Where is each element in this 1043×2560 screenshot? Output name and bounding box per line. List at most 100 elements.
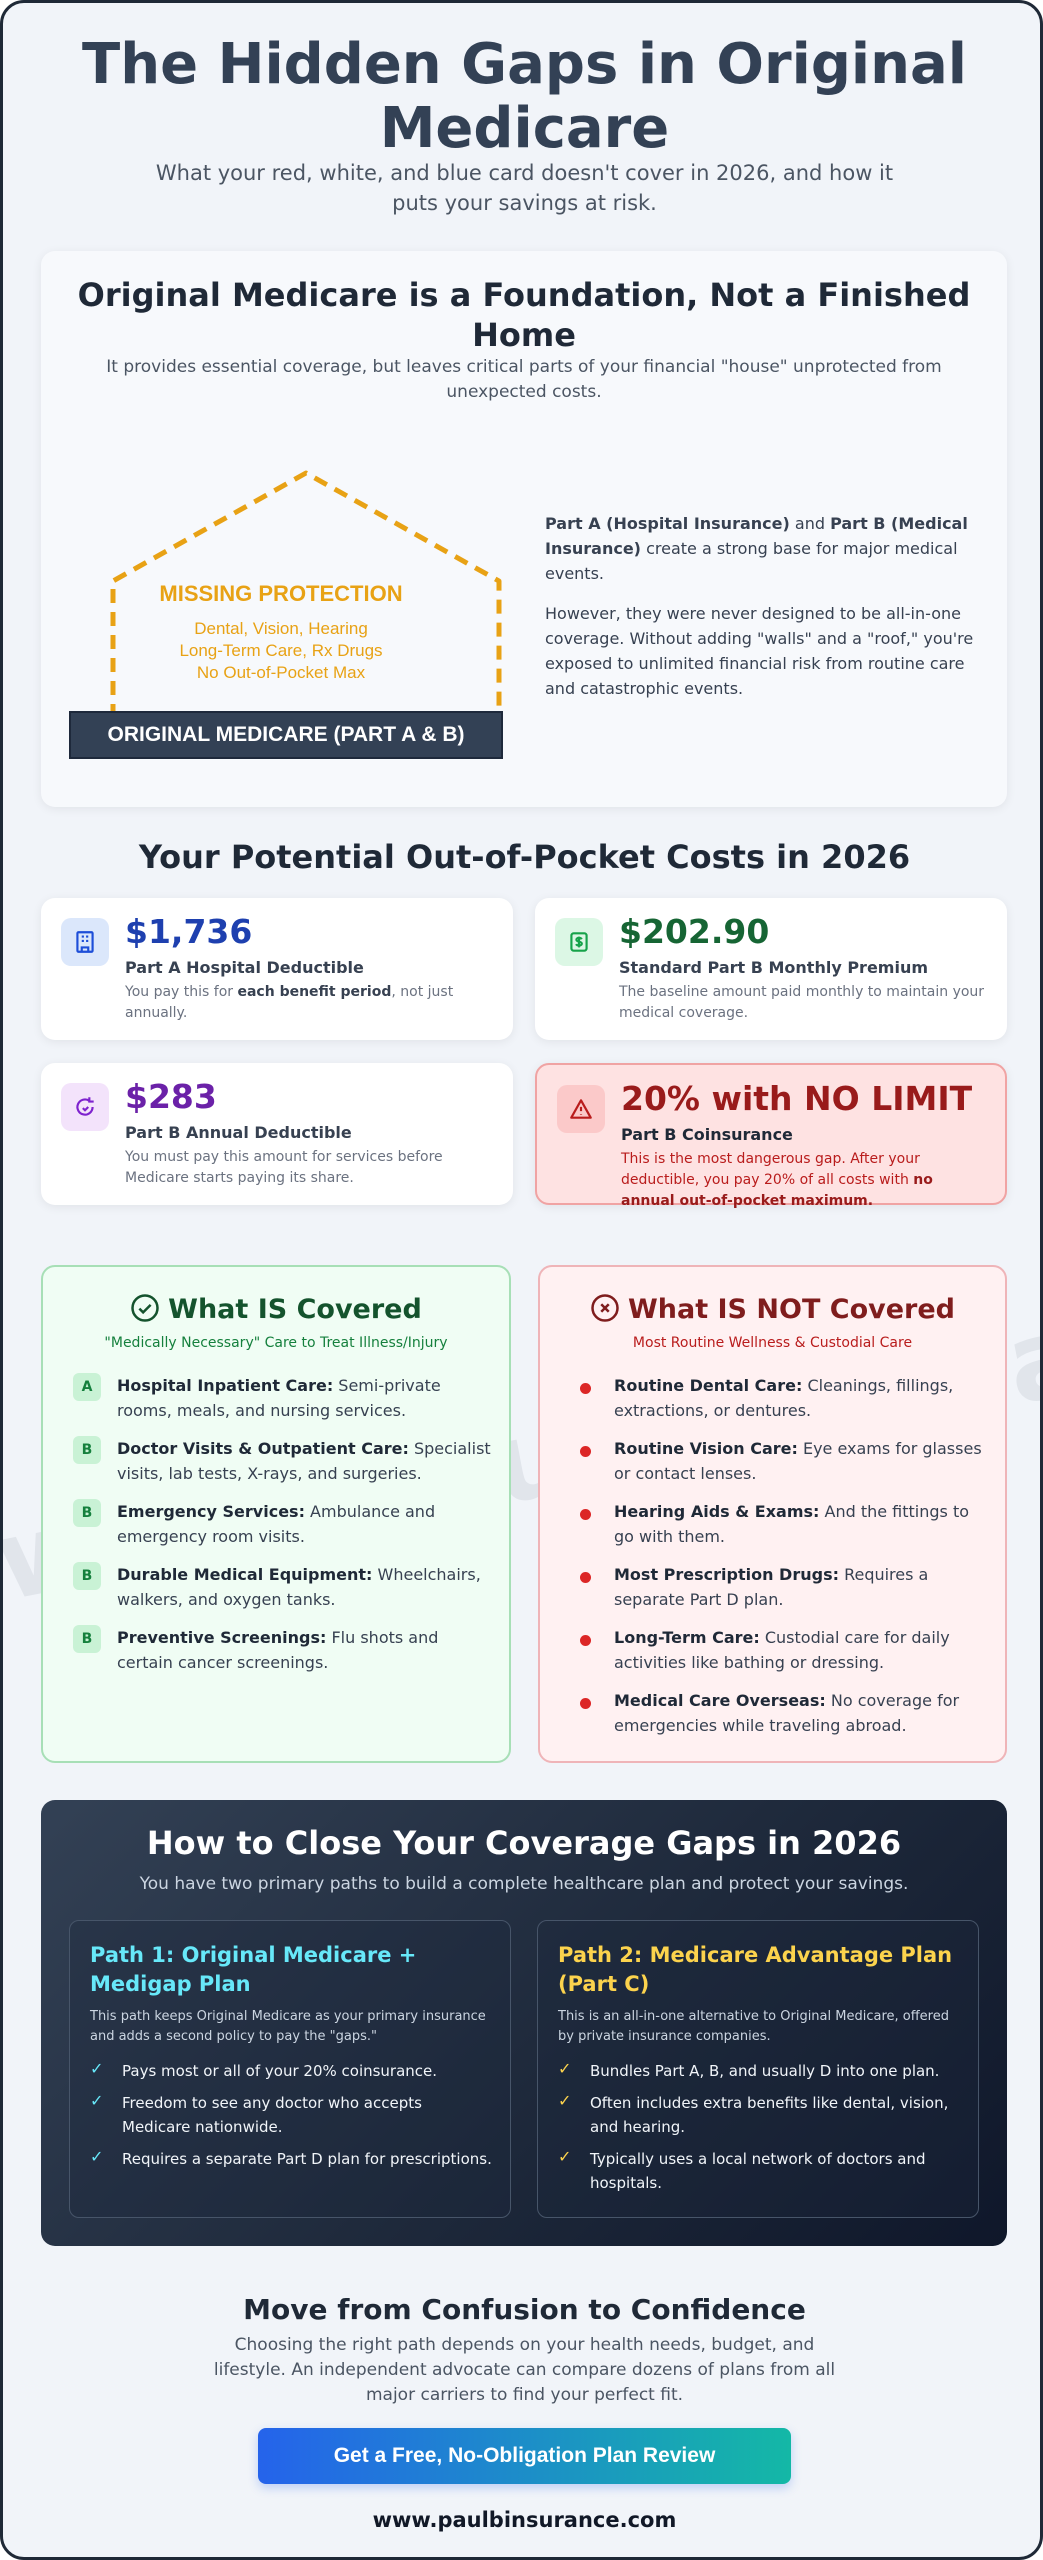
page-subtitle: What your red, white, and blue card does…: [155, 161, 894, 215]
close-gaps-panel: How to Close Your Coverage Gaps in 2026 …: [41, 1800, 1007, 2246]
cost-card-part-a-deductible: $1,736 Part A Hospital Deductible You pa…: [41, 898, 513, 1040]
item-bold: Emergency Services:: [117, 1502, 305, 1521]
not-covered-subtitle: Most Routine Wellness & Custodial Care: [632, 1335, 913, 1351]
cost-desc-bold: no annual out-of-pocket maximum.: [621, 1172, 933, 1209]
missing-protection-line: Dental, Vision, Hearing: [194, 619, 368, 638]
item-text: Ambulance and emergency room visits.: [117, 1502, 436, 1546]
cost-card-part-b-deductible: $283 Part B Annual Deductible You must p…: [41, 1063, 513, 1205]
rotate-icon: [61, 1083, 109, 1131]
foundation-paragraph-1-rest: create a strong base for major medical e…: [545, 539, 958, 583]
cost-description: You pay this for each benefit period, no…: [125, 982, 495, 1024]
item-bold: Hearing Aids & Exams:: [614, 1502, 820, 1521]
missing-protection-line: No Out-of-Pocket Max: [196, 663, 366, 682]
foundation-card: Original Medicare is a Foundation, Not a…: [41, 251, 1007, 807]
page-title: The Hidden Gaps in Original Medicare: [82, 32, 967, 161]
item-text: Eye exams for glasses or contact lenses.: [614, 1439, 982, 1483]
item-text: Flu shots and certain cancer screenings.: [117, 1628, 439, 1672]
cost-card-part-b-coinsurance: 20% with NO LIMIT Part B Coinsurance Thi…: [535, 1063, 1007, 1209]
path-item-text: Requires a separate Part D plan for pres…: [122, 2150, 492, 2168]
covered-item-text: Doctor Visits & Outpatient Care: Special…: [117, 1436, 492, 1486]
cost-desc-pre: This is the most dangerous gap. After yo…: [621, 1151, 920, 1188]
part-b-label: Part B (Medical Insurance): [545, 514, 968, 558]
part-badge: B: [73, 1499, 101, 1527]
money-icon: [555, 918, 603, 966]
covered-item-text: Preventive Screenings: Flu shots and cer…: [117, 1625, 492, 1675]
cost-desc-pre: You pay this for: [125, 984, 238, 1000]
not-covered-item-text: Medical Care Overseas: No coverage for e…: [614, 1688, 989, 1738]
bullet-dot: [580, 1698, 591, 1709]
part-badge: B: [73, 1436, 101, 1464]
not-covered-item-text: Hearing Aids & Exams: And the fittings t…: [614, 1499, 989, 1549]
check-icon: ✓: [558, 2091, 572, 2110]
bullet-dot: [580, 1509, 591, 1520]
cost-label: Part B Coinsurance: [621, 1125, 793, 1144]
path-item-text: Typically uses a local network of doctor…: [590, 2150, 926, 2192]
path-item-text: Pays most or all of your 20% coinsurance…: [122, 2062, 438, 2080]
covered-card: What IS Covered "Medically Necessary" Ca…: [41, 1265, 511, 1763]
covered-subtitle: "Medically Necessary" Care to Treat Illn…: [104, 1335, 448, 1351]
item-bold: Durable Medical Equipment:: [117, 1565, 373, 1584]
check-icon: ✓: [90, 2091, 104, 2110]
cost-desc-bold: each benefit period: [237, 984, 392, 1000]
foundation-title: Original Medicare is a Foundation, Not a…: [77, 276, 971, 354]
bullet-dot: [580, 1446, 591, 1457]
cost-value: $283: [125, 1077, 217, 1116]
not-covered-item-text: Routine Dental Care: Cleanings, fillings…: [614, 1373, 989, 1423]
house-outline-icon: [110, 470, 502, 741]
cost-description: The baseline amount paid monthly to main…: [619, 984, 985, 1021]
item-text: Wheelchairs, walkers, and oxygen tanks.: [117, 1565, 481, 1609]
cost-label: Part A Hospital Deductible: [125, 958, 364, 977]
path-description: This path keeps Original Medicare as you…: [90, 2009, 486, 2044]
item-bold: Preventive Screenings:: [117, 1628, 327, 1647]
check-icon: ✓: [90, 2059, 104, 2078]
bullet-dot: [580, 1572, 591, 1583]
costs-heading: Your Potential Out-of-Pocket Costs in 20…: [138, 838, 911, 876]
path-item-text: Often includes extra benefits like denta…: [590, 2094, 949, 2136]
cta-description: Choosing the right path depends on your …: [213, 2335, 836, 2405]
website-link[interactable]: www.paulbinsurance.com: [372, 2508, 677, 2532]
cost-card-part-b-premium: $202.90 Standard Part B Monthly Premium …: [535, 898, 1007, 1040]
path-title: Path 2: Medicare Advantage Plan (Part C): [558, 1943, 953, 1996]
cost-description: This is the most dangerous gap. After yo…: [621, 1149, 991, 1212]
cost-label: Part B Annual Deductible: [125, 1123, 352, 1142]
item-text: Semi-private rooms, meals, and nursing s…: [117, 1376, 441, 1420]
missing-protection-title: MISSING PROTECTION: [159, 581, 403, 606]
check-icon: ✓: [90, 2147, 104, 2166]
path-item-text: Freedom to see any doctor who accepts Me…: [122, 2094, 422, 2136]
item-text: No coverage for emergencies while travel…: [614, 1691, 960, 1735]
original-medicare-base: ORIGINAL MEDICARE (PART A & B): [69, 711, 503, 759]
part-and: and: [789, 514, 831, 533]
cost-description: You must pay this amount for services be…: [125, 1149, 443, 1186]
not-covered-card: What IS NOT Covered Most Routine Wellnes…: [538, 1265, 1007, 1763]
item-bold: Routine Dental Care:: [614, 1376, 803, 1395]
item-bold: Doctor Visits & Outpatient Care:: [117, 1439, 409, 1458]
close-gaps-title: How to Close Your Coverage Gaps in 2026: [146, 1824, 902, 1862]
cta-title: Move from Confusion to Confidence: [243, 2293, 806, 2326]
covered-item-text: Hospital Inpatient Care: Semi-private ro…: [117, 1373, 492, 1423]
covered-title-text: What IS Covered: [168, 1294, 422, 1325]
cost-value: 20% with NO LIMIT: [621, 1079, 973, 1118]
foundation-paragraph-1: Part A (Hospital Insurance) and Part B (…: [545, 511, 975, 586]
cost-value: $1,736: [125, 912, 253, 951]
item-bold: Long-Term Care:: [614, 1628, 760, 1647]
hospital-icon: [61, 918, 109, 966]
bullet-dot: [580, 1635, 591, 1646]
path-title: Path 1: Original Medicare + Medigap Plan: [90, 1943, 417, 1996]
close-gaps-subtitle: You have two primary paths to build a co…: [139, 1874, 909, 1894]
part-a-label: Part A (Hospital Insurance): [545, 514, 790, 533]
cost-label: Standard Part B Monthly Premium: [619, 958, 929, 977]
covered-title: What IS Covered: [43, 1293, 509, 1325]
item-text: Requires a separate Part D plan.: [614, 1565, 929, 1609]
item-text: Specialist visits, lab tests, X-rays, an…: [117, 1439, 491, 1483]
check-circle-icon: [131, 1294, 159, 1322]
not-covered-item-text: Long-Term Care: Custodial care for daily…: [614, 1625, 989, 1675]
plan-review-button[interactable]: Get a Free, No-Obligation Plan Review: [258, 2428, 791, 2484]
covered-item-text: Durable Medical Equipment: Wheelchairs, …: [117, 1562, 492, 1612]
covered-item-text: Emergency Services: Ambulance and emerge…: [117, 1499, 492, 1549]
path-2-box: Path 2: Medicare Advantage Plan (Part C)…: [537, 1920, 979, 2218]
path-item-text: Bundles Part A, B, and usually D into on…: [590, 2062, 940, 2080]
item-bold: Hospital Inpatient Care:: [117, 1376, 334, 1395]
bullet-dot: [580, 1383, 591, 1394]
check-icon: ✓: [558, 2147, 572, 2166]
